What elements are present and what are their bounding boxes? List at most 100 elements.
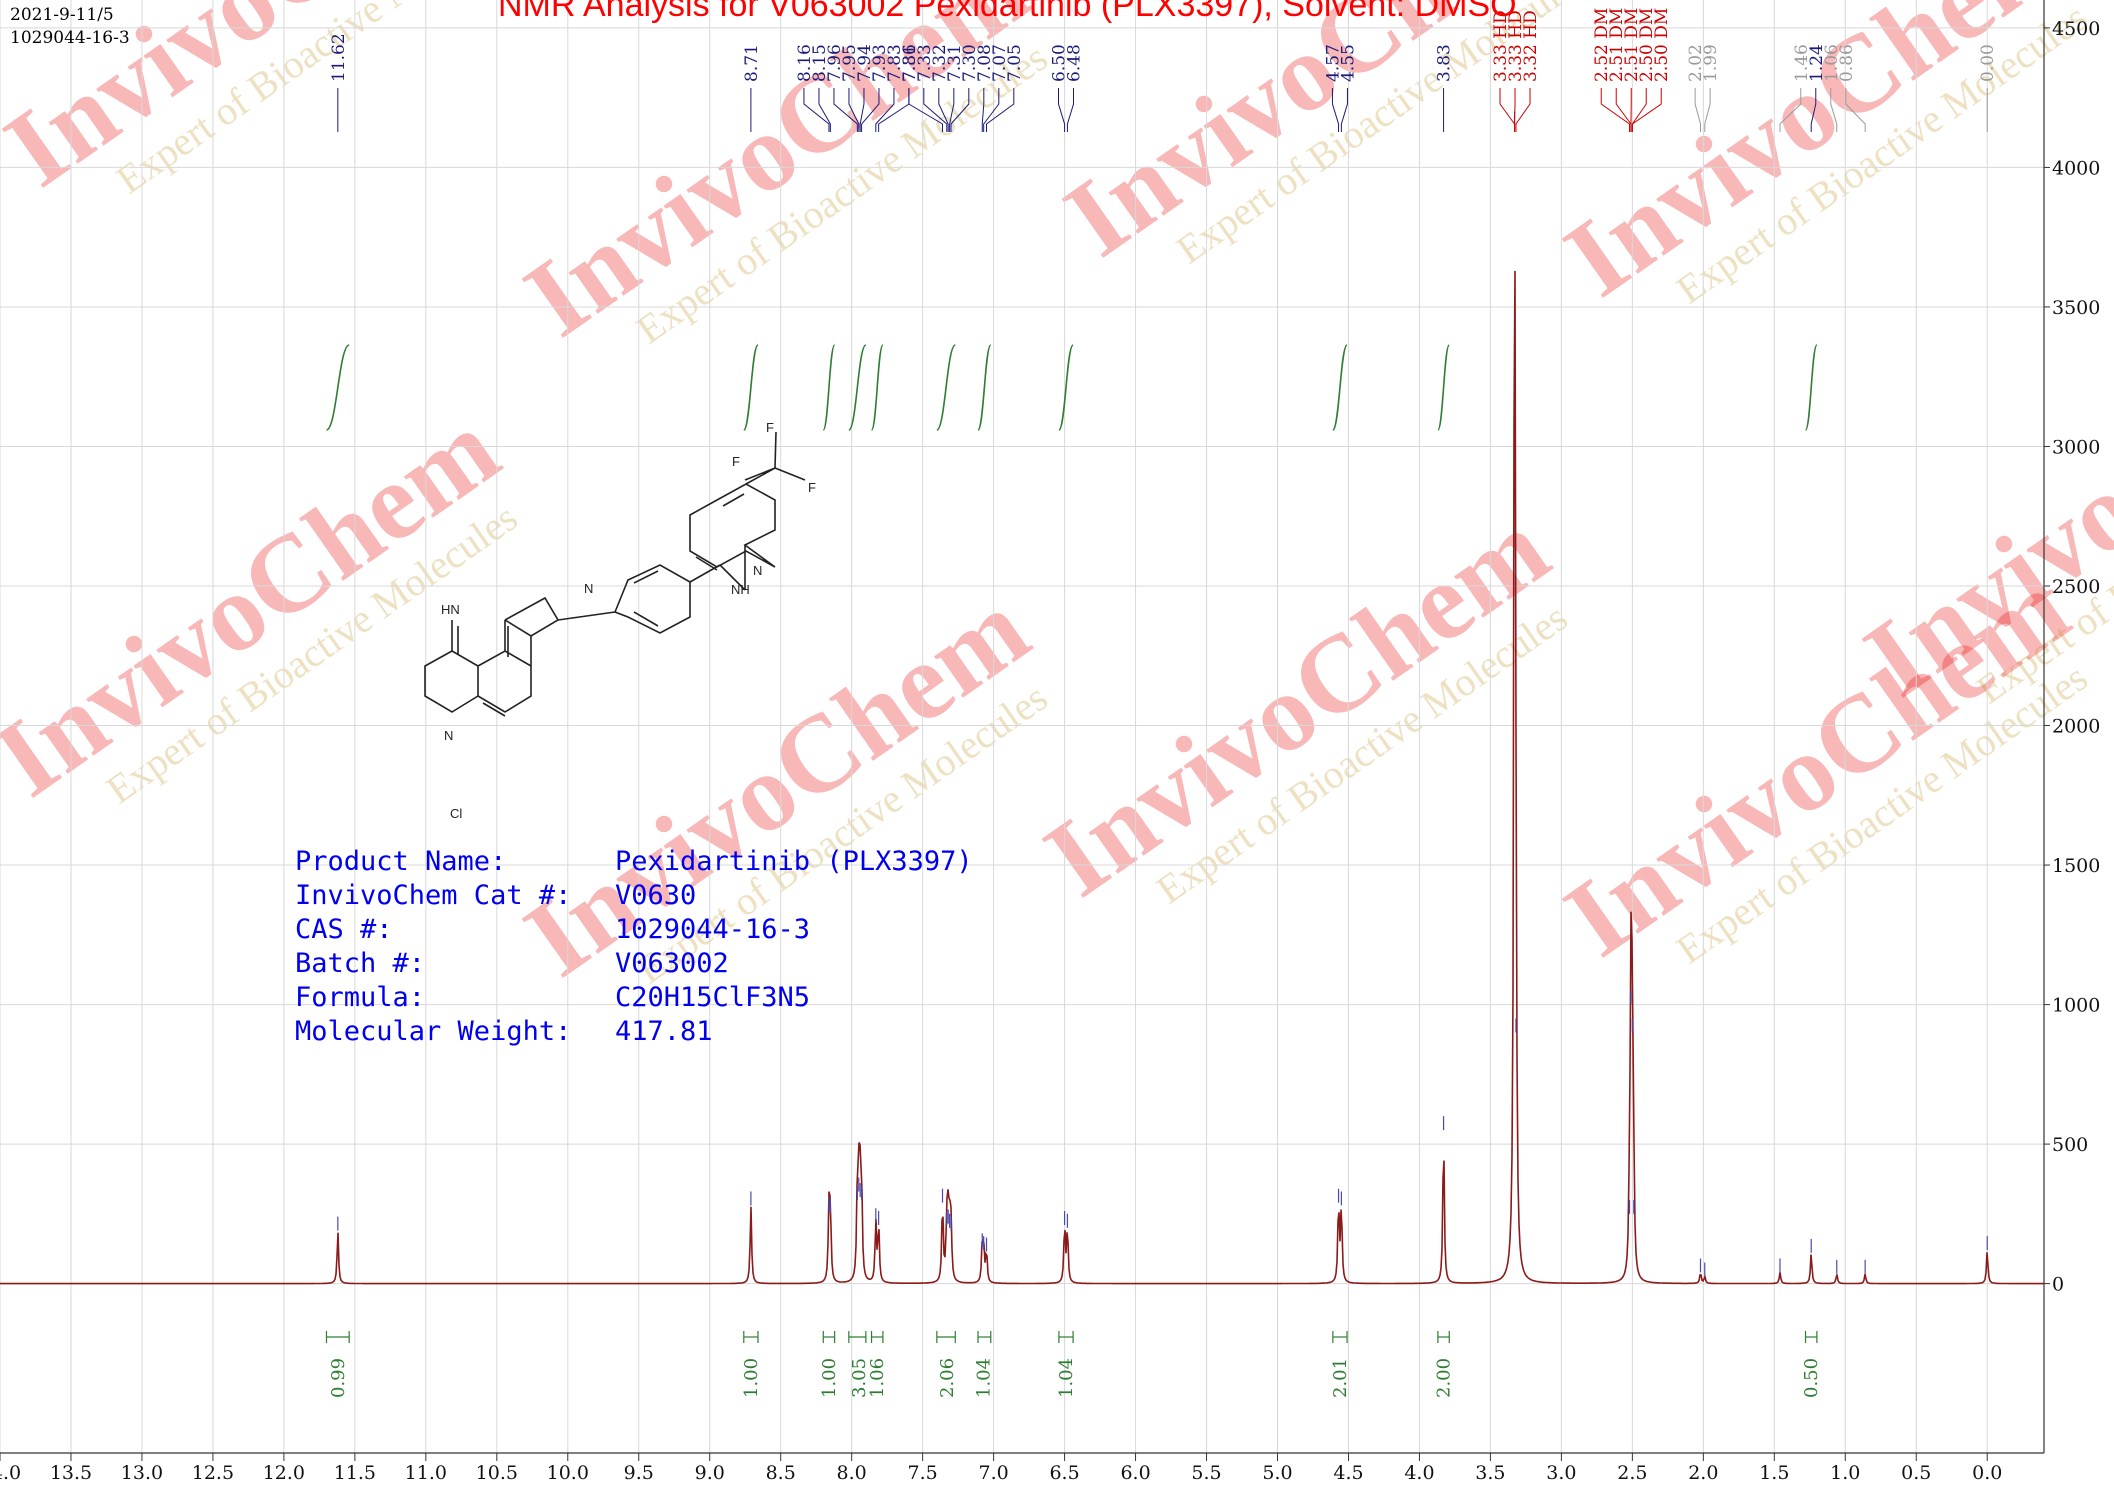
x-tick-label: 9.5 — [624, 1462, 654, 1484]
x-tick-label: 13.0 — [121, 1462, 163, 1484]
info-label: Formula: — [295, 982, 426, 1013]
peak-label: 3.33 HD — [1506, 10, 1526, 82]
peak-label-leader — [803, 88, 830, 132]
peak-label-leader — [1058, 88, 1066, 132]
info-label: InvivoChem Cat #: — [295, 880, 572, 911]
peak-label: 2.51 DM — [1622, 8, 1642, 82]
y-tick-label: 2500 — [2052, 576, 2100, 598]
integral-label: 1.00 — [819, 1358, 840, 1398]
peak-label-leader — [1810, 88, 1817, 132]
info-value: 417.81 — [615, 1016, 713, 1047]
peak-label: 7.32 — [930, 44, 950, 82]
x-tick-label: 14.0 — [0, 1462, 21, 1484]
integral-curve — [848, 344, 867, 431]
x-tick-label: 2.0 — [1688, 1462, 1718, 1484]
date-label: 2021-9-11/5 — [10, 5, 114, 25]
peak-label-leader — [1515, 88, 1531, 132]
x-tick-label: 7.5 — [908, 1462, 938, 1484]
peak-label: 2.52 DM — [1592, 8, 1612, 82]
peak-label: 11.62 — [329, 33, 349, 82]
peak-label-leader — [923, 88, 948, 132]
peak-label-leader — [1340, 88, 1348, 132]
integral-curve — [977, 344, 992, 431]
x-tick-label: 8.5 — [766, 1462, 796, 1484]
integral-label: 3.05 — [849, 1358, 870, 1398]
x-tick-label: 13.5 — [50, 1462, 92, 1484]
info-label: CAS #: — [295, 914, 393, 945]
peak-label-leader — [986, 88, 1015, 132]
peak-label: 8.71 — [742, 44, 762, 82]
info-value: C20H15ClF3N5 — [615, 982, 811, 1013]
chart-title: NMR Analysis for V063002 Pexidartinib (P… — [498, 0, 1517, 24]
integral-curves — [325, 344, 1818, 431]
peak-label: 7.36 — [900, 44, 920, 82]
x-tick-label: 4.5 — [1333, 1462, 1363, 1484]
integral-curve — [1332, 344, 1348, 431]
atom-label: N — [753, 563, 762, 578]
integral-curve — [822, 344, 836, 431]
x-tick-label: 10.5 — [476, 1462, 518, 1484]
peak-label-leader — [859, 88, 865, 132]
integral-label: 1.06 — [867, 1358, 888, 1398]
peak-label: 4.57 — [1323, 44, 1343, 82]
atom-label: F — [732, 454, 740, 469]
atom-label: Cl — [450, 806, 462, 821]
peak-label-leader — [983, 88, 1000, 132]
peak-label: 7.94 — [855, 44, 875, 82]
x-tick-label: 5.0 — [1262, 1462, 1292, 1484]
x-tick-label: 6.0 — [1120, 1462, 1150, 1484]
peak-label: 8.15 — [810, 44, 830, 82]
peak-label-leader — [908, 88, 944, 132]
peak-label: 1.24 — [1807, 44, 1827, 82]
peak-label-leader — [861, 88, 880, 132]
y-tick-label: 3000 — [2052, 436, 2100, 458]
peak-label: 7.05 — [1005, 44, 1025, 82]
x-tick-label: 1.5 — [1759, 1462, 1789, 1484]
atom-label: F — [808, 480, 816, 495]
product-info-row: Molecular Weight: 417.81 — [295, 1015, 973, 1049]
spectrum-line — [0, 270, 2044, 1285]
peak-label: 7.81 — [900, 44, 920, 82]
integral-curve — [1437, 344, 1451, 431]
peak-label: 2.51 DM — [1607, 8, 1627, 82]
peak-label: 7.93 — [870, 44, 890, 82]
y-tick-label: 1500 — [2052, 855, 2100, 877]
peak-label-leader — [848, 88, 860, 132]
x-tick-label: 8.0 — [837, 1462, 867, 1484]
product-info-panel: Product Name: Pexidartinib (PLX3397) Invi… — [295, 845, 973, 1049]
x-tick-label: 12.0 — [263, 1462, 305, 1484]
peak-label: 8.16 — [795, 44, 815, 82]
x-tick-label: 9.0 — [695, 1462, 725, 1484]
product-info-row: Product Name: Pexidartinib (PLX3397) — [295, 845, 973, 879]
watermark-brand: InvivoChem — [1024, 487, 1570, 920]
peak-label-leader — [981, 88, 985, 132]
integral-curve — [743, 344, 759, 431]
peak-label: 2.50 DM — [1637, 8, 1657, 82]
integral-label: 2.06 — [937, 1358, 958, 1398]
peak-label-leader — [833, 88, 858, 132]
peak-label: 7.95 — [840, 44, 860, 82]
peak-label: 7.96 — [825, 44, 845, 82]
peak-label-leader — [875, 88, 895, 132]
peak-label: 0.86 — [1837, 44, 1857, 82]
y-tick-label: 500 — [2052, 1134, 2088, 1156]
x-tick-label: 6.5 — [1049, 1462, 1079, 1484]
peak-label-leader — [818, 88, 831, 132]
x-tick-label: 12.5 — [192, 1462, 234, 1484]
product-info-row: InvivoChem Cat #: V0630 — [295, 879, 973, 913]
atom-label: HN — [441, 602, 460, 617]
peak-label: 1.99 — [1701, 44, 1721, 82]
chart-grid — [0, 0, 2044, 1453]
y-tick-label: 3500 — [2052, 297, 2100, 319]
x-tick-label: 10.0 — [547, 1462, 589, 1484]
peak-label: 6.50 — [1050, 44, 1070, 82]
info-label: Batch #: — [295, 948, 426, 979]
integral-label: 2.00 — [1434, 1358, 1455, 1398]
x-tick-label: 3.5 — [1475, 1462, 1505, 1484]
peak-label-leader — [949, 88, 955, 132]
peak-label-leader — [1830, 88, 1838, 132]
